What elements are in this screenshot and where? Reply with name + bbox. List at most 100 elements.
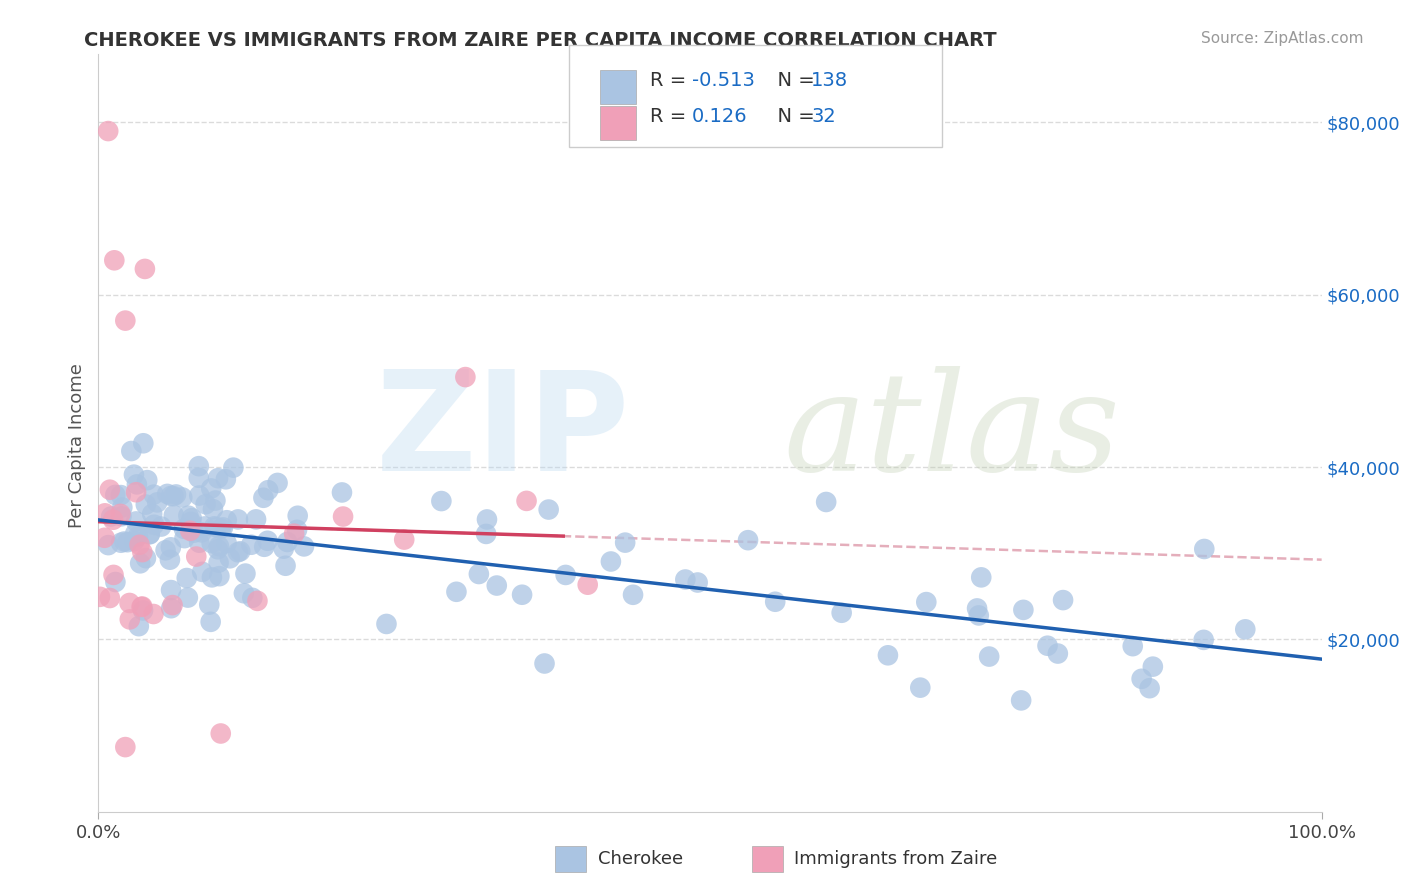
- Text: Per Capita Income: Per Capita Income: [69, 364, 86, 528]
- Point: [276, 535, 298, 549]
- Point: [97, 538, 120, 552]
- Point: [226, 545, 249, 559]
- Point: [1130, 672, 1153, 686]
- Text: CHEROKEE VS IMMIGRANTS FROM ZAIRE PER CAPITA INCOME CORRELATION CHART: CHEROKEE VS IMMIGRANTS FROM ZAIRE PER CA…: [84, 31, 997, 50]
- Point: [207, 556, 229, 570]
- Point: [475, 527, 498, 541]
- Point: [114, 313, 136, 327]
- Point: [222, 460, 245, 475]
- Point: [125, 515, 148, 529]
- Point: [246, 594, 269, 608]
- Point: [245, 512, 267, 526]
- Point: [915, 595, 938, 609]
- Point: [112, 534, 135, 549]
- Point: [162, 489, 184, 503]
- Point: [98, 483, 121, 497]
- Point: [446, 584, 468, 599]
- Point: [159, 552, 181, 566]
- Point: [256, 533, 278, 548]
- Point: [208, 539, 231, 553]
- Point: [183, 525, 205, 540]
- Point: [1142, 659, 1164, 673]
- Point: [180, 515, 202, 529]
- Point: [201, 502, 224, 516]
- Point: [131, 599, 153, 614]
- Point: [253, 540, 276, 554]
- Point: [273, 541, 295, 556]
- Point: [160, 583, 183, 598]
- Point: [209, 522, 232, 536]
- Point: [292, 540, 315, 554]
- Point: [103, 568, 125, 582]
- Point: [194, 519, 217, 533]
- Point: [910, 681, 932, 695]
- Point: [131, 599, 153, 614]
- Text: atlas: atlas: [783, 366, 1121, 500]
- Point: [150, 519, 173, 533]
- Point: [135, 498, 157, 512]
- Point: [332, 509, 354, 524]
- Point: [201, 570, 224, 584]
- Point: [510, 588, 533, 602]
- Point: [533, 657, 555, 671]
- Point: [966, 601, 988, 615]
- Point: [877, 648, 900, 663]
- Point: [215, 513, 238, 527]
- Point: [128, 538, 150, 552]
- Point: [763, 595, 786, 609]
- Point: [287, 508, 309, 523]
- Point: [146, 495, 169, 509]
- Point: [283, 526, 305, 541]
- Point: [177, 508, 200, 523]
- Point: [142, 487, 165, 501]
- Point: [162, 598, 184, 612]
- Point: [188, 489, 211, 503]
- Point: [1046, 647, 1069, 661]
- Point: [110, 509, 132, 524]
- Point: [200, 615, 222, 629]
- Text: Source: ZipAtlas.com: Source: ZipAtlas.com: [1201, 31, 1364, 46]
- Text: 32: 32: [811, 107, 837, 126]
- Point: [1139, 681, 1161, 696]
- Text: N =: N =: [765, 71, 821, 90]
- Point: [187, 459, 209, 474]
- Point: [970, 570, 993, 584]
- Point: [160, 541, 183, 555]
- Point: [120, 444, 142, 458]
- Point: [172, 491, 194, 505]
- Point: [207, 542, 229, 557]
- Text: Cherokee: Cherokee: [598, 850, 683, 868]
- Point: [599, 554, 621, 568]
- Point: [89, 590, 111, 604]
- Point: [554, 568, 576, 582]
- Point: [392, 533, 416, 547]
- Point: [138, 527, 160, 541]
- Point: [165, 487, 187, 501]
- Point: [1234, 623, 1257, 637]
- Point: [204, 519, 226, 533]
- Point: [179, 524, 201, 538]
- Point: [226, 512, 249, 526]
- Point: [1036, 639, 1059, 653]
- Point: [1012, 603, 1035, 617]
- Point: [215, 536, 238, 550]
- Point: [136, 473, 159, 487]
- Point: [1194, 541, 1216, 556]
- Point: [1010, 693, 1032, 707]
- Point: [468, 567, 491, 582]
- Point: [110, 507, 132, 521]
- Point: [375, 616, 398, 631]
- Point: [212, 520, 235, 534]
- Point: [1122, 639, 1144, 653]
- Point: [285, 523, 308, 537]
- Point: [127, 529, 149, 543]
- Point: [142, 607, 165, 621]
- Point: [139, 527, 162, 541]
- Text: Immigrants from Zaire: Immigrants from Zaire: [794, 850, 998, 868]
- Point: [180, 511, 202, 525]
- Point: [117, 535, 139, 549]
- Point: [173, 522, 195, 536]
- Point: [190, 525, 212, 540]
- Point: [143, 517, 166, 532]
- Point: [128, 619, 150, 633]
